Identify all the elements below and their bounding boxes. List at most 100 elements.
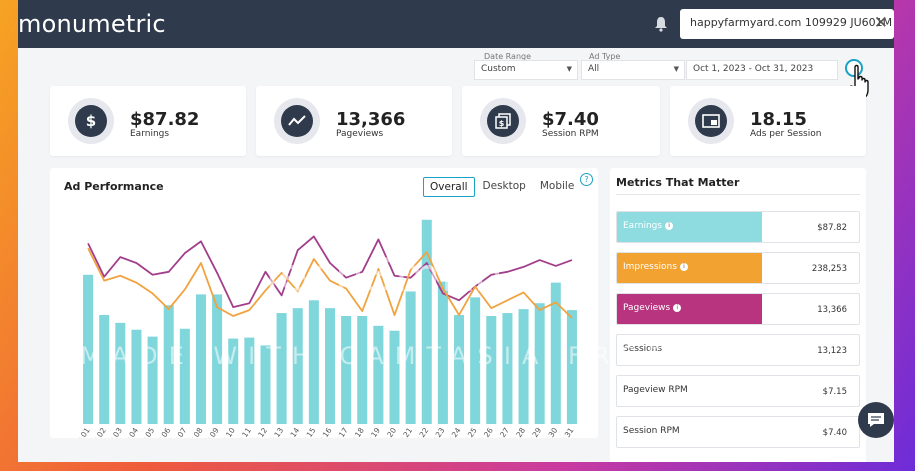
kpi-value: $7.40 [542, 109, 599, 130]
chevron-down-icon: ▼ [673, 65, 679, 73]
metric-label: Pageviews i [623, 303, 682, 313]
money-stack-icon: $ [487, 105, 519, 137]
chart-bar[interactable] [115, 322, 126, 424]
chart-bar[interactable] [147, 336, 158, 424]
kpi-icon-ring [274, 98, 320, 144]
chart-bar[interactable] [83, 274, 94, 424]
metric-label: Sessions [623, 344, 663, 354]
kpi-label: Earnings [130, 129, 170, 139]
chart-bar[interactable] [373, 325, 384, 424]
chart-bar[interactable] [228, 338, 239, 424]
date-input[interactable]: Oct 1, 2023 - Oct 31, 2023 [686, 60, 838, 80]
kpi-label: Session RPM [542, 129, 599, 139]
chart-bar[interactable] [437, 281, 448, 424]
metric-value: 238,253 [811, 264, 847, 274]
date-range-select[interactable]: Custom ▼ [474, 60, 578, 80]
chart-bar[interactable] [421, 219, 432, 424]
app-window: monumetric happyfarmyard.com 109929 JU60… [18, 0, 894, 462]
chart-bar[interactable] [179, 328, 190, 424]
chart-bar[interactable] [518, 309, 529, 424]
chart-bar[interactable] [405, 291, 416, 424]
x-tick-label: Oct 01 [70, 426, 92, 438]
info-icon[interactable]: i [665, 222, 674, 230]
chart-bar[interactable] [163, 305, 174, 424]
chart-bar[interactable] [470, 297, 481, 424]
watermark-trial: MADE WITH CAMTASIA FREE TRIAL [80, 342, 815, 370]
metric-label: Earnings i [623, 221, 674, 231]
metric-row-earnings[interactable]: Earnings i $87.82 [616, 211, 860, 243]
kpi-value: 13,366 [336, 109, 406, 130]
metric-row-pageviews[interactable]: Pageviews i 13,366 [616, 293, 860, 325]
watermark-brand: TechSmith [258, 248, 505, 302]
kpi-value: 18.15 [750, 109, 807, 130]
metric-value: 13,123 [817, 346, 847, 356]
chart-bar[interactable] [534, 303, 545, 424]
chart-bar[interactable] [308, 300, 319, 424]
ad-type-label: Ad Type [589, 52, 621, 61]
chat-button[interactable] [858, 402, 894, 438]
chart-bar[interactable] [454, 315, 465, 424]
kpi-earnings: $ $87.82 Earnings [50, 86, 246, 156]
metric-row-session-rpm[interactable]: Session RPM $7.40 [616, 416, 860, 448]
ad-type-value: All [588, 64, 600, 74]
date-range-value: Custom [481, 64, 516, 74]
metric-value: $7.15 [822, 387, 847, 397]
metric-value: 13,366 [817, 305, 847, 315]
chart-bar[interactable] [99, 315, 110, 424]
chart-bar[interactable] [195, 294, 206, 424]
metric-row-impressions[interactable]: Impressions i 238,253 [616, 252, 860, 284]
tab-mobile[interactable]: Mobile [539, 180, 575, 192]
top-bar: monumetric happyfarmyard.com 109929 JU60… [18, 0, 894, 48]
trend-icon [281, 105, 313, 137]
tab-desktop[interactable]: Desktop [482, 180, 526, 192]
kpi-value: $87.82 [130, 109, 200, 130]
chevron-down-icon: ▼ [566, 65, 572, 73]
info-icon[interactable]: i [679, 263, 688, 271]
help-icon[interactable]: ? [580, 173, 593, 186]
ad-type-filter[interactable]: Ad Type All ▼ [581, 52, 685, 80]
chart-bar[interactable] [244, 337, 255, 424]
metric-bar [617, 212, 763, 242]
chart-bar[interactable] [341, 316, 352, 424]
divider [616, 194, 860, 195]
chart-bar[interactable] [357, 316, 368, 424]
close-icon[interactable]: ✕ [873, 13, 888, 33]
kpi-session-rpm: $ $7.40 Session RPM [462, 86, 660, 156]
kpi-icon-ring: $ [68, 98, 114, 144]
panel-title: Ad Performance [64, 180, 164, 193]
metrics-panel: Metrics That Matter Earnings i $87.82 Impre… [610, 168, 866, 462]
info-icon[interactable]: i [673, 304, 682, 312]
ad-screen-icon [695, 105, 727, 137]
chart-bar[interactable] [325, 308, 335, 424]
chart-bar[interactable] [550, 282, 561, 424]
chart-bar[interactable] [260, 345, 271, 424]
metric-label: Pageview RPM [623, 385, 688, 395]
metric-row-sessions[interactable]: Sessions 13,123 [616, 334, 860, 366]
date-picker[interactable]: Oct 1, 2023 - Oct 31, 2023 [686, 52, 838, 80]
chart-bar[interactable] [276, 313, 287, 424]
metric-value: $87.82 [817, 223, 847, 233]
site-name: happyfarmyard.com 109929 JU601M [690, 16, 893, 29]
ad-type-select[interactable]: All ▼ [581, 60, 685, 80]
chart-bar[interactable] [502, 313, 513, 424]
metric-label: Impressions i [623, 262, 688, 272]
tab-overall[interactable]: Overall [423, 177, 475, 197]
device-tabs: Overall Desktop Mobile [423, 177, 582, 197]
date-range-label: Date Range [484, 52, 532, 61]
chart-bar[interactable] [131, 329, 142, 424]
svg-text:$: $ [499, 119, 505, 128]
bell-icon[interactable] [654, 16, 668, 32]
logo[interactable]: monumetric [18, 10, 166, 38]
chart-bar[interactable] [389, 330, 400, 424]
chart-bar[interactable] [292, 308, 303, 424]
chart-bar[interactable] [212, 294, 223, 424]
metric-value: $7.40 [822, 428, 847, 438]
chart-line-series-1 [87, 235, 573, 309]
date-range-text: Oct 1, 2023 - Oct 31, 2023 [693, 64, 814, 74]
chart-bar[interactable] [486, 316, 497, 424]
ad-performance-panel: Oct 01Oct 02Oct 03Oct 04Oct 05Oct 06Oct … [50, 168, 598, 438]
date-range-filter[interactable]: Date Range Custom ▼ [474, 52, 578, 80]
metric-row-pageview-rpm[interactable]: Pageview RPM $7.15 [616, 375, 860, 407]
site-selector[interactable]: happyfarmyard.com 109929 JU601M ✕ [680, 9, 894, 39]
chart-bar[interactable] [566, 310, 577, 424]
